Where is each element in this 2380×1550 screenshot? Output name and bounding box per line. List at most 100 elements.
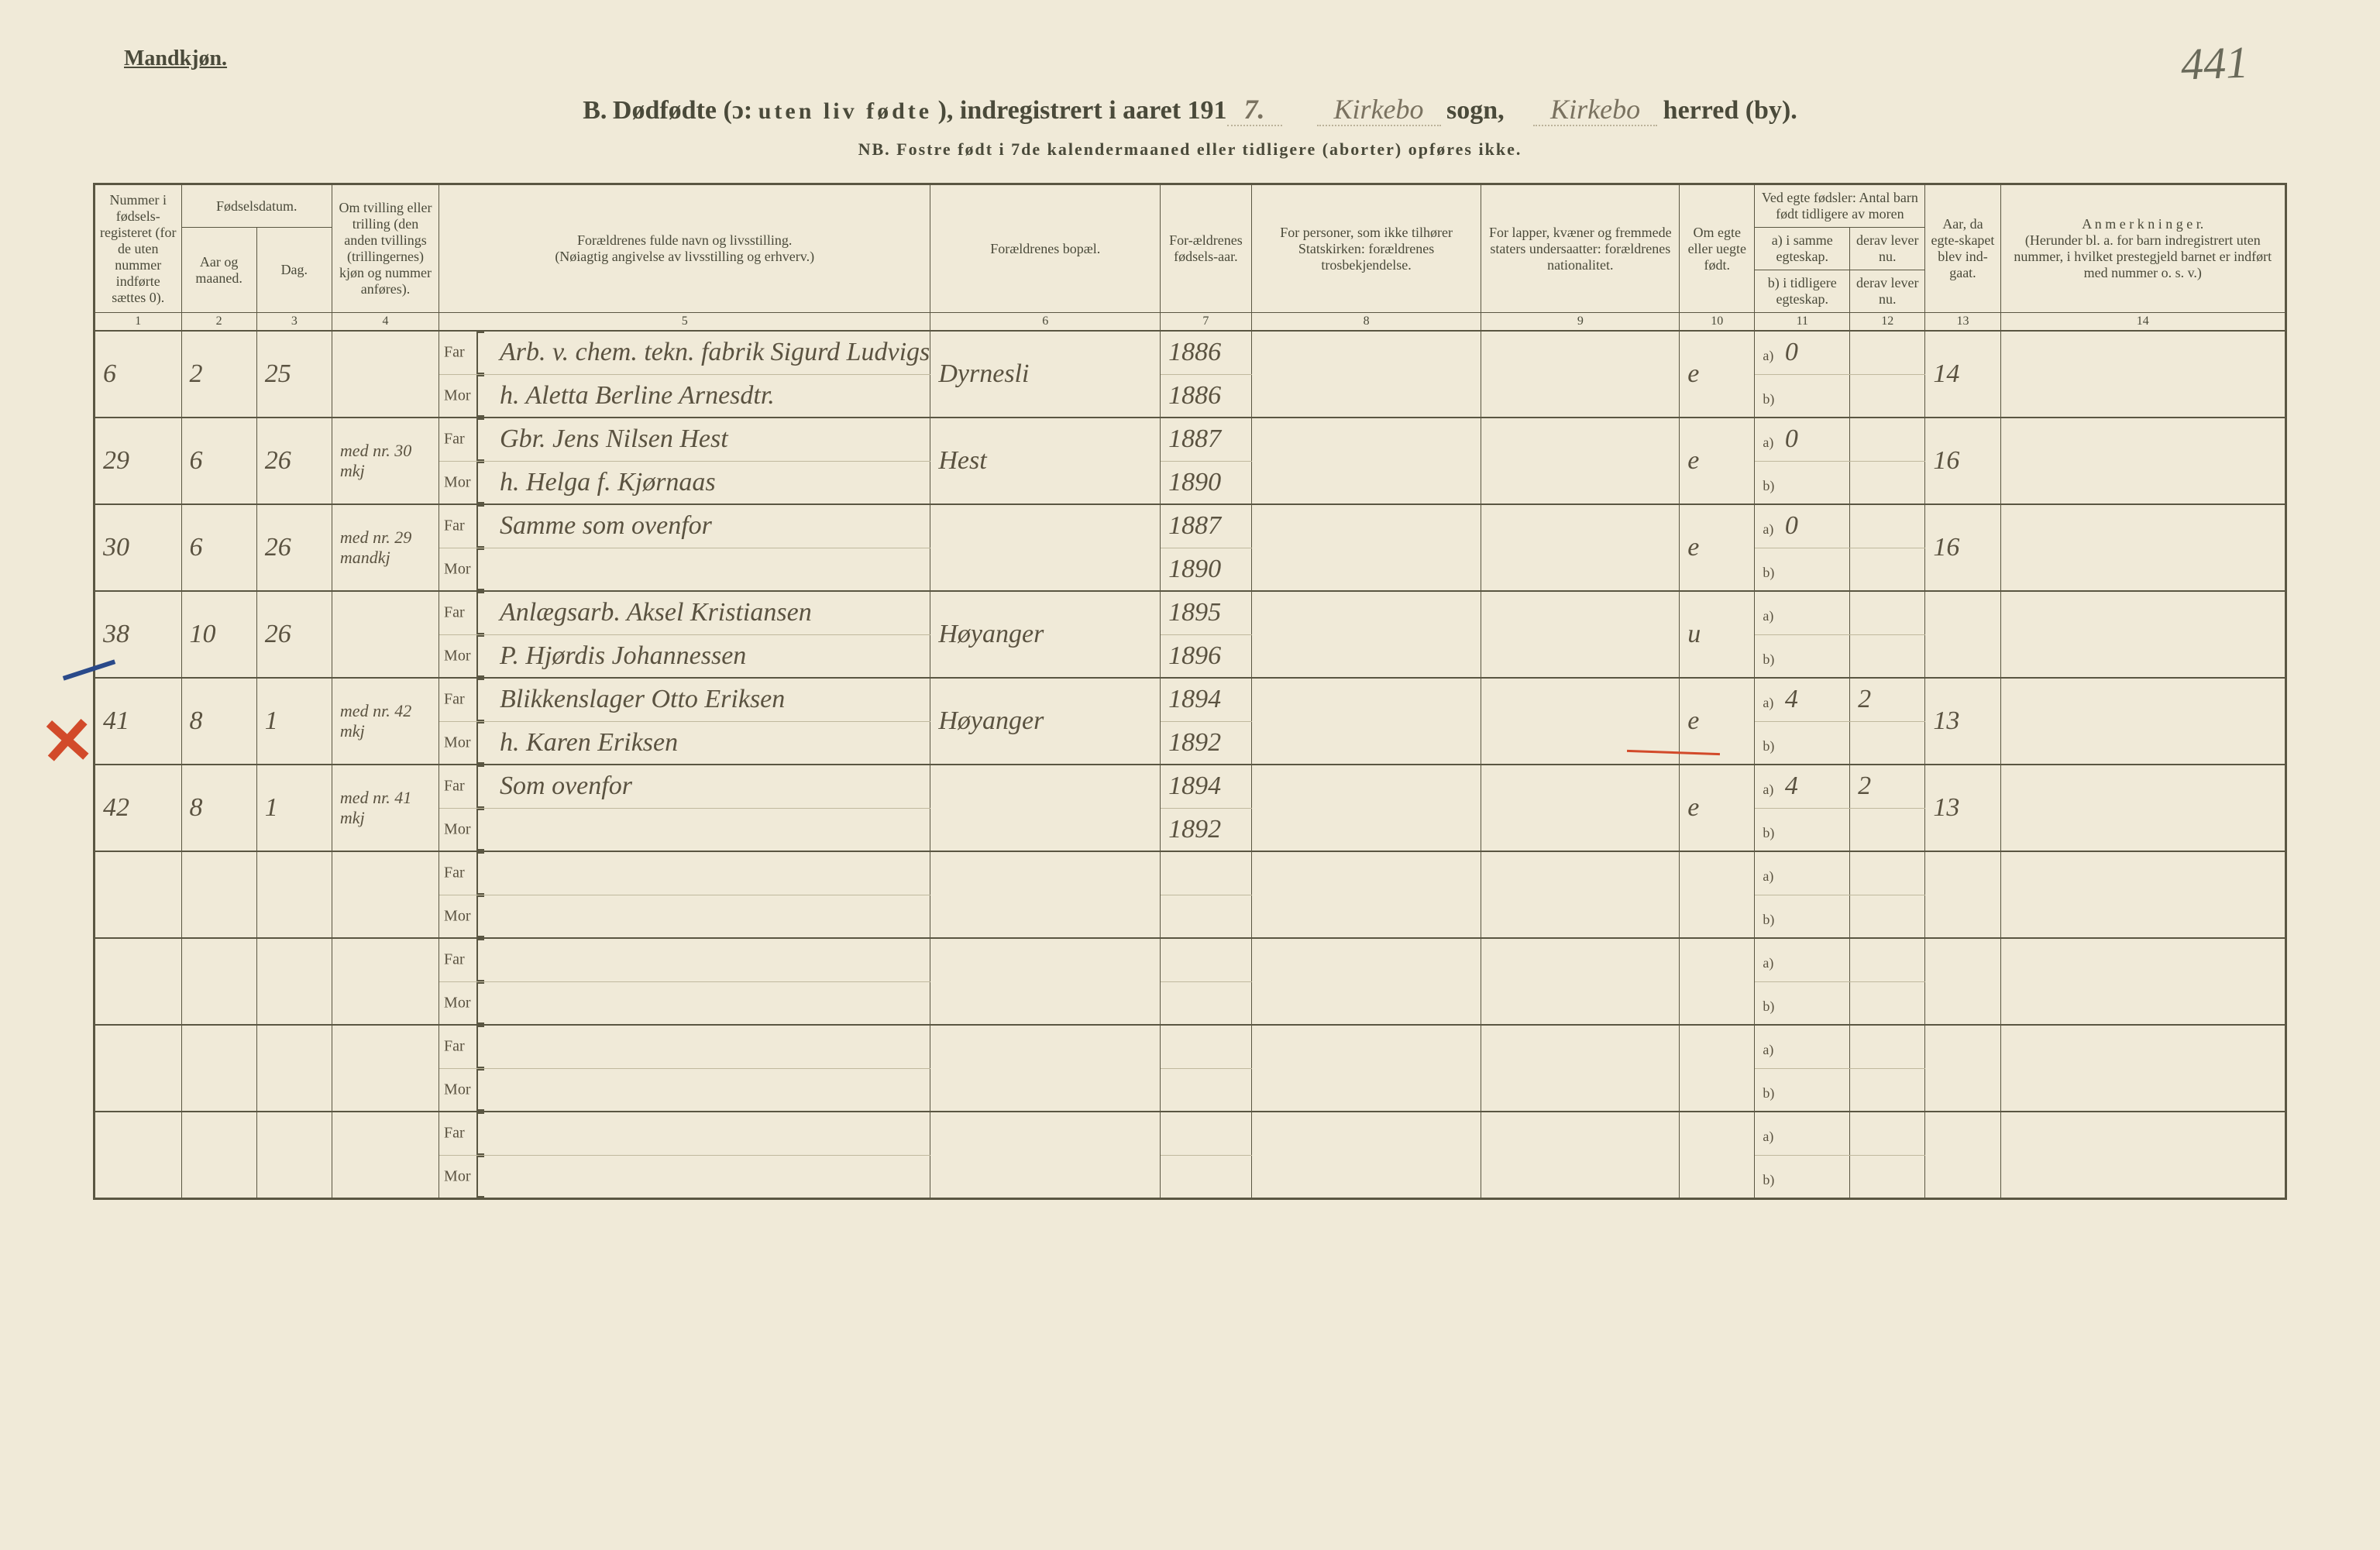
title-rest: ), indregistrert i aaret 191 [938,96,1227,125]
table-row: Fara) [95,1112,2286,1155]
cell-indg: 16 [1925,504,2000,591]
cell-num: 29 [95,418,182,504]
table-row: Far a) [95,851,2286,895]
cell-dag: 1 [256,765,332,851]
cell-mor: Mor [439,548,930,591]
cell-a-lev: 2 [1850,678,1925,721]
cell-egte [1680,1112,1755,1198]
hdr-6: Forældrenes bopæl. [930,184,1161,313]
colnum: 7 [1161,313,1252,332]
cell-tvil: med nr. 29 mandkj [332,504,439,591]
cell-bopael [930,1025,1161,1112]
cell-indg: 13 [1925,765,2000,851]
hdr-11: a) i samme egteskap. [1755,228,1850,270]
cell-far-aar: 1894 [1161,678,1252,721]
hdr-5b: (Nøiagtig angivelse av livsstilling og e… [444,249,925,265]
cell-nat [1481,1025,1680,1112]
cell-far-aar: 1887 [1161,418,1252,461]
cell-egte: e [1680,504,1755,591]
colnum: 8 [1251,313,1481,332]
cell-tros [1251,591,1481,678]
cell-mor: Mor [439,1155,930,1198]
cell-far-aar: 1894 [1161,765,1252,808]
cell-far: FarSamme som ovenfor [439,504,930,548]
cell-bopael [930,851,1161,938]
cell-far-aar [1161,938,1252,981]
colnum: 4 [332,313,439,332]
cell-indg: 16 [1925,418,2000,504]
cell-a: a) 0 [1755,331,1850,374]
cell-a-lev [1850,418,1925,461]
cell-mor-aar: 1892 [1161,721,1252,765]
cell-nat [1481,851,1680,938]
cell-dag [256,1025,332,1112]
cell-mor: Morh. Aletta Berline Arnesdtr. [439,374,930,418]
cell-num: 6 [95,331,182,418]
cell-indg [1925,851,2000,938]
herred-value: Kirkebo [1533,94,1657,126]
cell-a-lev [1850,851,1925,895]
colnum: 3 [256,313,332,332]
cell-mor-aar: 1890 [1161,461,1252,504]
colnum: 6 [930,313,1161,332]
cell-nat [1481,331,1680,418]
cell-mor-aar: 1896 [1161,634,1252,678]
cell-a-lev [1850,1025,1925,1068]
cell-tros [1251,418,1481,504]
cell-a: a) [1755,938,1850,981]
cell-num: 41 [95,678,182,765]
cell-b-lev [1850,461,1925,504]
cell-a-lev [1850,331,1925,374]
cell-a: a) [1755,1112,1850,1155]
cell-far-aar: 1886 [1161,331,1252,374]
cell-mor: Morh. Helga f. Kjørnaas [439,461,930,504]
hdr-9: For lapper, kvæner og fremmede staters u… [1481,184,1680,313]
hdr-13: Aar, da egte-skapet blev ind-gaat. [1925,184,2000,313]
cell-mor: MorP. Hjørdis Johannessen [439,634,930,678]
column-numbers-row: 1234567891011121314 [95,313,2286,332]
hdr-2a: Fødselsdatum. [181,184,332,228]
register-table: Nummer i fødsels-registeret (for de uten… [93,183,2287,1200]
cell-tvil [332,591,439,678]
cell-far: FarArb. v. chem. tekn. fabrik Sigurd Lud… [439,331,930,374]
hdr-12b: derav lever nu. [1850,270,1925,313]
cell-mnd: 8 [181,678,256,765]
cell-tros [1251,678,1481,765]
cell-nat [1481,591,1680,678]
colnum: 5 [439,313,930,332]
cell-a-lev [1850,938,1925,981]
sogn-value: Kirkebo [1317,94,1441,126]
cell-tvil [332,331,439,418]
cell-tros [1251,504,1481,591]
cell-bopael [930,938,1161,1025]
cell-tvil [332,938,439,1025]
cell-egte: e [1680,331,1755,418]
cell-anm [2000,938,2285,1025]
cell-far: FarAnlægsarb. Aksel Kristiansen [439,591,930,634]
colnum: 14 [2000,313,2285,332]
cell-tvil: med nr. 42 mkj [332,678,439,765]
cell-a: a) [1755,1025,1850,1068]
colnum: 12 [1850,313,1925,332]
cell-far-aar [1161,851,1252,895]
cell-dag [256,851,332,938]
cell-indg [1925,1112,2000,1198]
cell-dag: 26 [256,591,332,678]
cell-a-lev [1850,591,1925,634]
cell-far: FarSom ovenfor [439,765,930,808]
cell-a: a) [1755,851,1850,895]
cell-a: a) 0 [1755,418,1850,461]
cell-bopael: Hest [930,418,1161,504]
cell-b: b) [1755,1068,1850,1112]
cell-nat [1481,765,1680,851]
colnum: 10 [1680,313,1755,332]
cell-tros [1251,765,1481,851]
cell-mnd [181,1112,256,1198]
cell-mor-aar [1161,1068,1252,1112]
hdr-1: Nummer i fødsels-registeret (for de uten… [95,184,182,313]
cell-far: Far [439,851,930,895]
form-title: B. Dødfødte (ɔ: uten liv fødte ), indreg… [93,93,2287,125]
cell-a-lev [1850,1112,1925,1155]
nb-note: NB. Fostre født i 7de kalendermaaned ell… [93,139,2287,160]
cell-b-lev [1850,548,1925,591]
